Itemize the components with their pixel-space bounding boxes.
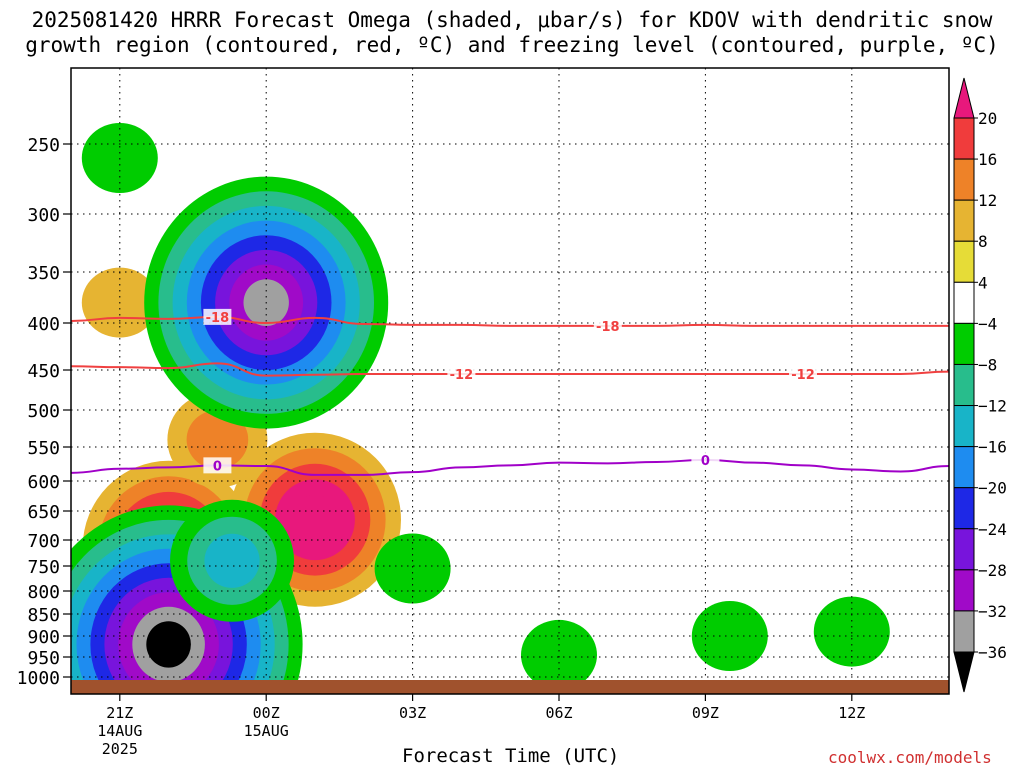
y-tick-label: 400 — [27, 314, 60, 335]
omega-band — [813, 596, 890, 667]
y-tick-label: 1000 — [17, 668, 60, 689]
omega-band — [186, 410, 249, 470]
x-axis-label: Forecast Time (UTC) — [402, 745, 620, 767]
x-tick-label: 00Z — [253, 704, 280, 722]
colorbar-label: −20 — [978, 479, 1007, 498]
x-tick-date: 14AUG — [97, 722, 142, 740]
grid-lines — [71, 68, 949, 694]
y-tick-label: 750 — [27, 557, 60, 578]
y-tick-label: 300 — [27, 205, 60, 226]
colorbar: 20 16 12 8 4 −4 −8 −12 −16 −20 −24 −28 −32 −36 — [953, 77, 1007, 693]
colorbar-box — [953, 281, 975, 324]
colorbar-bottom-arrow — [953, 651, 975, 693]
y-tick-label: 550 — [27, 438, 60, 459]
chart-title-line-2: growth region (contoured, red, ºC) and f… — [25, 33, 999, 57]
y-tick-label: 900 — [27, 627, 60, 648]
colorbar-label: −24 — [978, 520, 1007, 539]
colorbar-label: −28 — [978, 561, 1007, 580]
colorbar-top-arrow — [953, 77, 975, 119]
omega-band — [290, 494, 340, 545]
colorbar-box — [953, 158, 975, 201]
chart-title-line-1: 2025081420 HRRR Forecast Omega (shaded, … — [31, 8, 993, 32]
x-tick-label: 12Z — [838, 704, 865, 722]
contour-label: 0 — [701, 454, 710, 469]
colorbar-box — [953, 487, 975, 530]
x-tick-label: 09Z — [692, 704, 719, 722]
x-tick-label: 06Z — [545, 704, 572, 722]
contour-label-bg — [203, 457, 232, 474]
colorbar-box — [953, 528, 975, 571]
contour-label: -12 — [791, 368, 815, 383]
colorbar-box — [953, 199, 975, 242]
colorbar-label: −8 — [978, 355, 997, 374]
colorbar-box — [953, 322, 975, 365]
contour-label: -18 — [596, 320, 620, 335]
omega-band — [691, 601, 768, 671]
x-tick-label: 21Z — [106, 704, 133, 722]
y-tick-label: 650 — [27, 502, 60, 523]
colorbar-label: 20 — [978, 109, 997, 128]
colorbar-label: −36 — [978, 643, 1007, 662]
colorbar-box — [953, 446, 975, 489]
colorbar-box — [953, 117, 975, 160]
y-tick-label: 950 — [27, 648, 60, 669]
y-tick-label: 800 — [27, 582, 60, 603]
x-tick-label: 03Z — [399, 704, 426, 722]
colorbar-box — [953, 569, 975, 612]
colorbar-box — [953, 363, 975, 407]
credit-link[interactable]: coolwx.com/models — [828, 748, 992, 767]
y-tick-label: 250 — [27, 135, 60, 156]
colorbar-label: 12 — [978, 191, 997, 210]
colorbar-label: 8 — [978, 232, 988, 251]
omega-band — [521, 619, 597, 690]
y-tick-label: 600 — [27, 472, 60, 493]
colorbar-label: 16 — [978, 150, 997, 169]
colorbar-box — [953, 405, 975, 448]
y-tick-label: 500 — [27, 401, 60, 422]
temperature-contours: -18 -18 -12 -12 0 0 — [71, 308, 949, 476]
x-tick-date: 15AUG — [244, 722, 289, 740]
colorbar-label: −16 — [978, 438, 1007, 457]
contour-label: -12 — [450, 368, 474, 383]
y-tick-label: 850 — [27, 605, 60, 626]
plot-frame — [70, 67, 950, 695]
contour-label-bg — [203, 308, 232, 325]
colorbar-label: −32 — [978, 602, 1007, 621]
contour-label-bg — [691, 451, 720, 468]
ground-surface — [71, 680, 949, 694]
colorbar-label: −12 — [978, 397, 1007, 416]
omega-band — [146, 621, 191, 668]
y-tick-label: 450 — [27, 361, 60, 382]
contour-label-bg — [593, 317, 622, 334]
colorbar-box — [953, 610, 975, 653]
contour-label-bg — [789, 366, 817, 382]
x-tick-year: 2025 — [102, 740, 138, 758]
omega-shading — [71, 123, 890, 694]
y-axis: 2503003504004505005506006507007508008509… — [17, 135, 71, 689]
omega-band — [204, 533, 260, 588]
colorbar-label: −4 — [978, 314, 997, 333]
colorbar-label: 4 — [978, 273, 988, 292]
y-tick-label: 350 — [27, 263, 60, 284]
y-tick-label: 700 — [27, 531, 60, 552]
contour-label-bg — [447, 366, 476, 382]
contour-label: -18 — [206, 311, 230, 326]
colorbar-box — [953, 240, 975, 283]
omega-band — [374, 533, 451, 604]
contour-label: 0 — [213, 459, 222, 474]
